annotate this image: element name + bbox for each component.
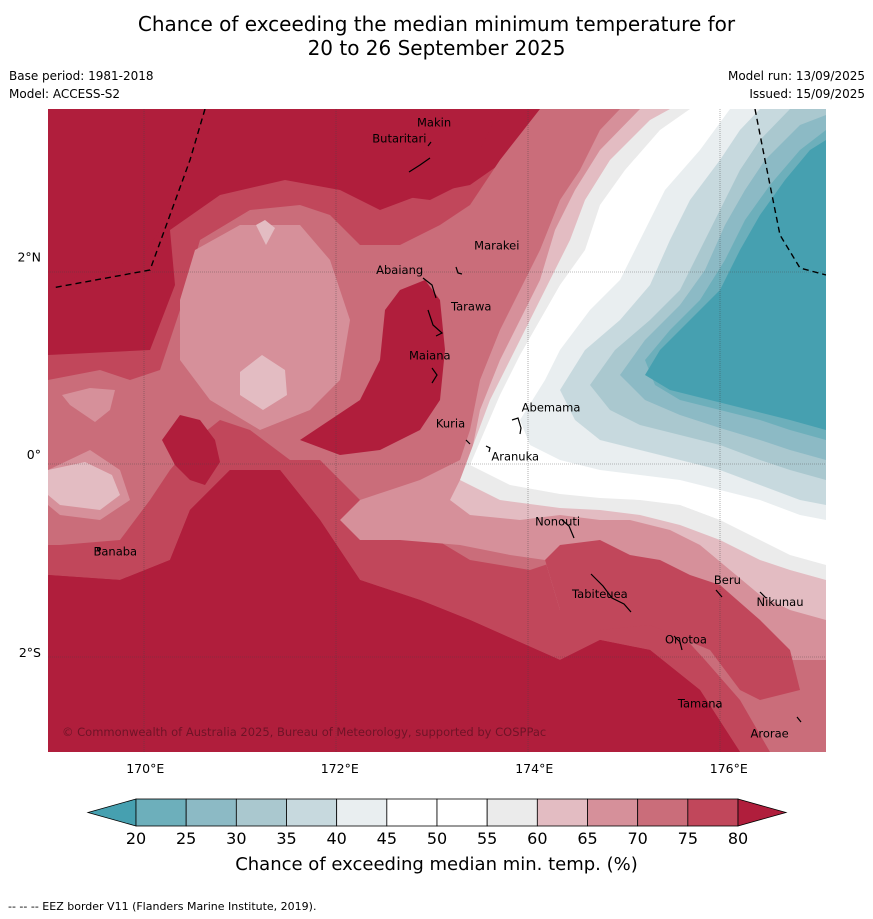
colorbar-tick-label: 75	[677, 829, 698, 848]
colorbar-segment	[286, 798, 338, 827]
colorbar-segment	[386, 798, 438, 827]
colorbar-tick-label: 20	[125, 829, 147, 848]
title-line-2: 20 to 26 September 2025	[307, 36, 566, 60]
colorbar-tick-label: 55	[476, 829, 498, 848]
place-labels: Makin Butaritari Marakei Abaiang Tarawa Maian…	[93, 116, 803, 741]
model-name: Model: ACCESS-S2	[9, 87, 121, 101]
lat-tick-label: 2°S	[19, 645, 41, 660]
lon-tick-label: 176°E	[710, 761, 748, 776]
colorbar-tick-label: 70	[627, 829, 648, 848]
colorbar-tick-label: 60	[527, 829, 548, 848]
place-label-tamana: Tamana	[677, 697, 723, 711]
colorbar-segment	[486, 798, 538, 827]
lat-tick-label: 2°N	[17, 249, 41, 264]
place-label-tabiteuea: Tabiteuea	[571, 587, 628, 601]
place-label-makin: Makin	[417, 116, 451, 130]
colorbar-tick-label: 50	[426, 829, 448, 848]
colorbar-segment	[436, 798, 488, 827]
colorbar-tick-label: 45	[376, 829, 397, 848]
colorbar-under-arrow	[86, 798, 137, 827]
colorbar-label: Chance of exceeding median min. temp. (%…	[235, 854, 638, 875]
colorbar-tick-label: 30	[226, 829, 247, 848]
place-label-marakei: Marakei	[474, 238, 519, 252]
colorbar-segment	[536, 798, 588, 827]
place-label-nikunau: Nikunau	[757, 595, 804, 609]
colorbar-segment	[587, 798, 639, 827]
place-label-tarawa: Tarawa	[450, 300, 491, 314]
colorbar-tick-label: 35	[276, 829, 297, 848]
colorbar-over-arrow	[737, 798, 788, 827]
place-label-maiana: Maiana	[409, 348, 451, 362]
place-label-banaba: Banaba	[93, 544, 137, 558]
colorbar-segment	[637, 798, 689, 827]
eez-footnote: -- -- -- EEZ border V11 (Flanders Marine…	[8, 900, 317, 913]
island-outlines	[96, 141, 802, 723]
colorbar	[86, 798, 788, 827]
chart-title: Chance of exceeding the median minimum t…	[0, 12, 873, 60]
lon-tick-label: 170°E	[126, 761, 164, 776]
copyright-notice: © Commonwealth of Australia 2025, Bureau…	[62, 725, 546, 739]
latitude-ticks: 2°N 0° 2°S	[17, 249, 41, 660]
lat-tick-label: 0°	[27, 447, 41, 462]
place-label-onotoa: Onotoa	[665, 632, 707, 646]
colorbar-segment	[185, 798, 237, 827]
eez-border	[51, 109, 826, 289]
title-line-1: Chance of exceeding the median minimum t…	[137, 12, 736, 36]
lon-tick-label: 174°E	[515, 761, 553, 776]
place-label-kuria: Kuria	[436, 417, 465, 431]
colorbar-tick-label: 40	[326, 829, 347, 848]
colorbar-tick-label: 25	[175, 829, 197, 848]
colorbar-segment	[687, 798, 739, 827]
base-period: Base period: 1981-2018	[9, 69, 154, 83]
graticule	[48, 109, 826, 752]
model-run: Model run: 13/09/2025	[727, 69, 865, 83]
issued-date: Issued: 15/09/2025	[749, 87, 865, 101]
colorbar-segment	[336, 798, 388, 827]
place-label-abemama: Abemama	[522, 401, 581, 415]
place-label-arorae: Arorae	[750, 726, 788, 740]
place-label-aranuka: Aranuka	[491, 449, 539, 463]
place-label-nonouti: Nonouti	[535, 515, 580, 529]
place-label-abaiang: Abaiang	[376, 263, 423, 277]
colorbar-tick-label: 80	[727, 829, 749, 848]
lon-tick-label: 172°E	[321, 761, 359, 776]
place-label-butaritari: Butaritari	[372, 132, 426, 146]
colorbar-segment	[135, 798, 187, 827]
probability-field	[48, 109, 826, 752]
colorbar-tick-label: 65	[577, 829, 598, 848]
longitude-ticks: 170°E 172°E 174°E 176°E	[126, 761, 748, 776]
colorbar-segment	[235, 798, 287, 827]
place-label-beru: Beru	[714, 573, 741, 587]
